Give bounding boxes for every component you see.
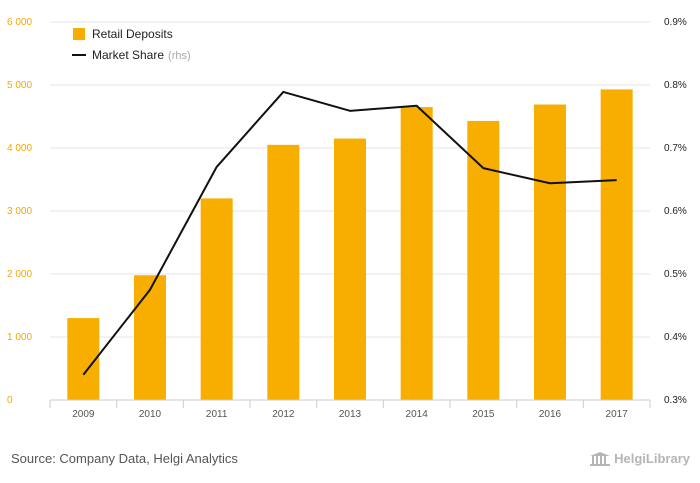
bar — [400, 107, 433, 401]
axes: 0 1 000 2 000 3 000 4 000 5 000 6 000 0.3% 0.4% 0… — [7, 17, 687, 420]
y-left-tick-label: 6 000 — [7, 17, 32, 28]
y-left-tick-label: 0 — [7, 395, 13, 406]
legend-label-market-share-note: (rhs) — [168, 50, 191, 62]
bar — [67, 318, 100, 400]
x-tick-label: 2010 — [139, 409, 162, 420]
y-right-tick-label: 0.9% — [664, 17, 687, 28]
bar — [334, 138, 366, 401]
x-tick-label: 2013 — [339, 409, 362, 420]
bar — [467, 120, 500, 400]
y-right-tick-label: 0.6% — [664, 206, 687, 217]
y-left-tick-label: 2 000 — [7, 269, 32, 280]
x-tick-label: 2012 — [272, 409, 295, 420]
library-columns-icon — [590, 451, 611, 466]
x-tick-label: 2011 — [206, 409, 228, 420]
legend-swatch-retail-deposits — [73, 28, 85, 40]
y-right-tick-label: 0.4% — [664, 332, 687, 343]
bar — [267, 144, 300, 400]
brand-logo[interactable]: HelgiLibrary — [590, 451, 690, 466]
legend: Retail Deposits Market Share (rhs) — [72, 27, 191, 62]
y-left-tick-label: 5 000 — [7, 80, 32, 91]
bar-series — [67, 89, 633, 401]
x-tick-label: 2016 — [539, 409, 562, 420]
combo-chart: 0 1 000 2 000 3 000 4 000 5 000 6 000 0.3% 0.4% 0… — [7, 17, 687, 420]
bar — [600, 89, 633, 400]
y-right-tick-label: 0.3% — [664, 395, 687, 406]
bar — [134, 275, 166, 400]
y-left-tick-label: 1 000 — [7, 332, 32, 343]
x-tick-label: 2017 — [606, 409, 629, 420]
y-left-tick-label: 4 000 — [7, 143, 32, 154]
x-tick-label: 2009 — [72, 409, 95, 420]
legend-label-market-share: Market Share (rhs) — [92, 48, 191, 62]
brand-name: HelgiLibrary — [614, 451, 690, 466]
bar — [200, 198, 233, 400]
y-right-tick-label: 0.5% — [664, 269, 687, 280]
source-note: Source: Company Data, Helgi Analytics — [11, 451, 238, 466]
x-tick-label: 2015 — [472, 409, 495, 420]
bar — [534, 104, 566, 400]
y-right-tick-label: 0.7% — [664, 143, 687, 154]
y-right-tick-label: 0.8% — [664, 80, 687, 91]
y-left-tick-label: 3 000 — [7, 206, 32, 217]
x-tick-label: 2014 — [406, 409, 429, 420]
line-series — [82, 90, 617, 376]
legend-label-retail-deposits: Retail Deposits — [92, 27, 173, 41]
legend-label-market-share-name: Market Share — [92, 48, 164, 62]
